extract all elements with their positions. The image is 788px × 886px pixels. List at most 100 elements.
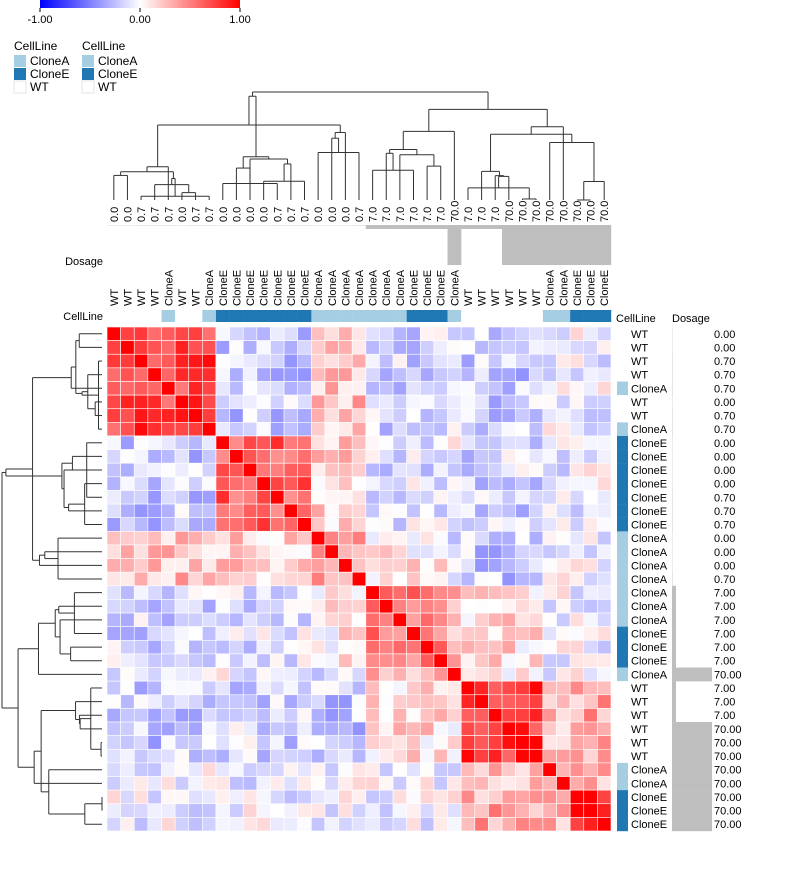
heatmap-cell	[202, 422, 217, 437]
heatmap-cell	[256, 435, 271, 450]
heatmap-cell	[515, 721, 530, 736]
heatmap-cell	[283, 353, 298, 369]
heatmap-cell	[583, 490, 598, 505]
heatmap-cell	[460, 626, 476, 641]
heatmap-cell	[229, 490, 244, 505]
heatmap-cell	[583, 626, 598, 641]
row-dosage-value: 7.00	[714, 683, 735, 695]
heatmap-cell	[161, 531, 176, 546]
row-dosage-bar	[672, 667, 712, 682]
heatmap-cell	[597, 476, 612, 491]
heatmap-cell	[106, 394, 121, 410]
heatmap-cell	[474, 680, 489, 696]
heatmap-cell	[569, 449, 585, 464]
heatmap-cell	[379, 776, 394, 791]
heatmap-cell	[106, 408, 121, 423]
heatmap-cell	[215, 599, 230, 614]
heatmap-cell	[229, 476, 244, 491]
heatmap-cell	[338, 394, 353, 410]
heatmap-cell	[583, 817, 598, 832]
heatmap-cell	[188, 708, 203, 723]
row-dosage-value: 0.00	[714, 560, 735, 572]
heatmap-cell	[202, 381, 217, 396]
heatmap-cell	[501, 462, 516, 478]
heatmap-cell	[392, 571, 407, 587]
heatmap-cell	[147, 571, 162, 587]
heatmap-cell	[161, 449, 176, 464]
heatmap-cell	[297, 789, 312, 805]
heatmap-cell	[311, 585, 326, 600]
heatmap-cell	[501, 435, 516, 450]
heatmap-cell	[106, 708, 121, 723]
row-cellline-swatch	[617, 599, 628, 614]
heatmap-cell	[556, 639, 571, 655]
heatmap-cell	[324, 531, 339, 546]
heatmap-cell	[283, 462, 298, 478]
heatmap-cell	[297, 803, 312, 818]
heatmap-cell	[488, 517, 503, 532]
heatmap-cell	[202, 817, 217, 832]
heatmap-cell	[515, 803, 530, 818]
heatmap-cell	[460, 408, 476, 423]
column-dosage-label: 0.7	[150, 207, 162, 222]
heatmap-cell	[256, 449, 271, 464]
heatmap-cell	[229, 721, 244, 736]
heatmap-cell	[120, 571, 135, 587]
heatmap-cell	[433, 721, 448, 736]
row-dosage-bar	[672, 694, 676, 709]
heatmap-cell	[474, 449, 489, 464]
heatmap-cell	[365, 544, 380, 559]
heatmap-cell	[556, 817, 571, 832]
heatmap-cell	[120, 353, 135, 369]
heatmap-cell	[406, 558, 421, 573]
heatmap-cell	[542, 721, 557, 736]
heatmap-cell	[106, 353, 121, 369]
heatmap-cell	[311, 626, 326, 641]
heatmap-cell	[202, 571, 217, 587]
heatmap-cell	[324, 639, 339, 655]
heatmap-cell	[365, 599, 380, 614]
heatmap-cell	[597, 680, 612, 696]
column-dosage-label: 70.0	[599, 201, 611, 222]
heatmap-cell	[229, 340, 244, 355]
heatmap-cell	[120, 558, 135, 573]
column-cellline-swatch	[556, 310, 571, 322]
heatmap-cell	[542, 462, 557, 478]
heatmap-cell	[106, 490, 121, 505]
heatmap-cell	[597, 449, 612, 464]
heatmap-cell	[528, 422, 544, 437]
heatmap-cell	[242, 408, 258, 423]
column-cellline-swatch	[365, 310, 380, 322]
heatmap-cell	[501, 571, 516, 587]
heatmap-cell	[556, 585, 571, 600]
heatmap-cell	[597, 694, 612, 709]
heatmap-cell	[433, 408, 448, 423]
heatmap-cell	[542, 639, 557, 655]
heatmap-cell	[419, 667, 435, 682]
heatmap-cell	[583, 353, 598, 369]
heatmap-cell	[202, 353, 217, 369]
heatmap-cell	[202, 789, 217, 805]
heatmap-cell	[256, 340, 271, 355]
heatmap-cell	[556, 367, 571, 382]
heatmap-cell	[406, 340, 421, 355]
heatmap-cell	[433, 449, 448, 464]
heatmap-cell	[229, 381, 244, 396]
heatmap-cell	[133, 626, 149, 641]
heatmap-cell	[447, 326, 462, 341]
heatmap-cell	[515, 353, 530, 369]
heatmap-cell	[419, 735, 435, 750]
heatmap-cell	[419, 803, 435, 818]
row-dosage-bar	[672, 749, 712, 764]
heatmap-cell	[569, 544, 585, 559]
row-cellline-label: CloneE	[631, 656, 667, 668]
heatmap-cell	[202, 462, 217, 478]
heatmap-cell	[365, 531, 380, 546]
heatmap-cell	[583, 394, 598, 410]
heatmap-cell	[188, 517, 203, 532]
heatmap-cell	[283, 653, 298, 668]
heatmap-cell	[392, 748, 407, 764]
heatmap-cell	[474, 803, 489, 818]
heatmap-cell	[406, 517, 421, 532]
heatmap-cell	[379, 340, 394, 355]
